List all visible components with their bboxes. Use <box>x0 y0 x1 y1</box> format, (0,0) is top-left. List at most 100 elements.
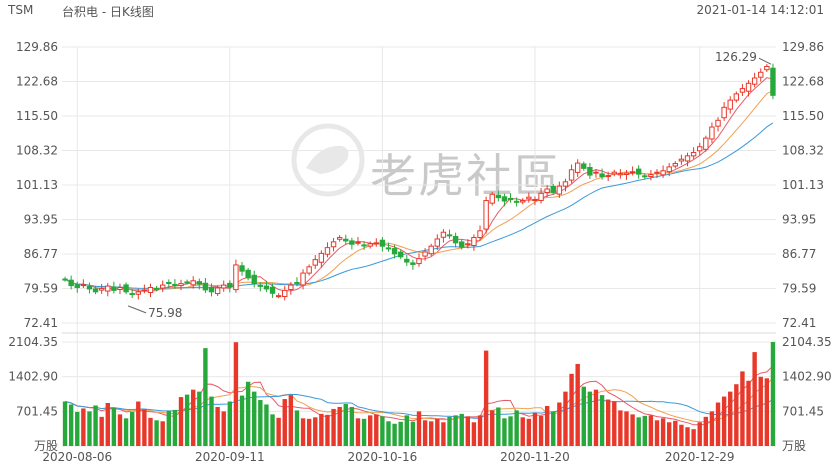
candle <box>513 197 520 207</box>
volume-bar <box>721 396 727 446</box>
candle <box>648 170 654 181</box>
candle <box>440 229 447 243</box>
candle <box>300 269 306 290</box>
volume-bar <box>258 400 263 446</box>
candle <box>135 288 141 300</box>
candle <box>703 135 709 152</box>
candle-body <box>214 287 221 295</box>
candle-body <box>495 194 502 199</box>
volume-bar <box>111 407 117 446</box>
volume-bars <box>62 342 776 446</box>
volume-bar <box>331 408 336 446</box>
candle <box>538 188 544 204</box>
candle-body <box>556 185 563 195</box>
volume-bar <box>276 417 281 446</box>
volume-bar <box>453 415 458 446</box>
candle-body <box>617 173 624 176</box>
volume-bar <box>544 405 550 446</box>
candle-body <box>282 289 288 298</box>
volume-bar <box>215 406 220 446</box>
volume-bar <box>520 417 525 446</box>
candle-body <box>428 245 434 255</box>
volume-bar <box>734 384 739 446</box>
candle <box>282 285 288 301</box>
candle-body <box>690 151 697 157</box>
candle-body <box>269 286 276 294</box>
candle <box>727 96 733 114</box>
candle <box>544 185 550 198</box>
candle <box>520 198 526 205</box>
candle-body <box>574 162 581 173</box>
candle-body <box>770 67 776 96</box>
candle-body <box>300 272 306 286</box>
candle-body <box>98 287 105 291</box>
candle <box>574 159 581 177</box>
volume-axis-right: 2104.35 1402.90 701.45 万股 <box>782 335 832 453</box>
candle-body <box>611 171 617 175</box>
volume-bar <box>551 411 556 446</box>
volume-bar <box>148 417 153 446</box>
volume-axis-left: 2104.35 1402.90 701.45 万股 <box>8 335 58 453</box>
candle <box>733 91 740 103</box>
candle <box>416 253 422 267</box>
candle-body <box>550 185 556 193</box>
candle <box>721 102 727 121</box>
candle-body <box>196 281 203 285</box>
candle-body <box>593 171 599 174</box>
candle <box>562 178 569 192</box>
volume-bar <box>68 404 74 446</box>
volume-bar <box>605 399 611 446</box>
candle-body <box>471 237 477 247</box>
candle-body <box>391 248 398 255</box>
candle <box>288 281 294 295</box>
volume-bar <box>648 415 654 446</box>
candle-body <box>343 238 349 242</box>
volume-bar <box>715 402 721 446</box>
candle-body <box>263 285 270 290</box>
candle-body <box>715 119 721 127</box>
volume-bar <box>398 421 403 446</box>
candle <box>623 170 630 180</box>
volume-bar <box>380 416 385 446</box>
volume-bar <box>752 352 757 446</box>
candle-body <box>526 196 532 200</box>
candle <box>629 166 636 176</box>
volume-bar <box>538 415 544 446</box>
price-tick-label: 122.68 <box>782 75 824 89</box>
volume-bar <box>532 412 538 446</box>
volume-bar <box>429 421 434 446</box>
candle <box>666 163 672 177</box>
volume-bar <box>270 414 275 446</box>
volume-bar <box>422 420 428 446</box>
candle-body <box>538 192 544 201</box>
price-tick-label: 122.68 <box>16 75 58 89</box>
candle <box>654 169 660 179</box>
price-annotations: 126.29 75.98 <box>127 50 772 320</box>
candle-body <box>123 284 129 293</box>
volume-bar <box>697 422 702 446</box>
candle-body <box>172 283 178 287</box>
candle <box>745 80 752 97</box>
candle-body <box>477 230 483 239</box>
volume-bar <box>618 410 623 446</box>
candle <box>758 68 764 82</box>
chart-title: 台积电 - 日K线图 <box>62 5 154 19</box>
volume-bar <box>557 402 562 446</box>
candle <box>111 281 117 294</box>
candle <box>141 284 148 294</box>
candle <box>697 142 703 156</box>
candle <box>495 190 502 202</box>
candle <box>166 279 172 288</box>
candle-body <box>227 282 233 288</box>
candle-body <box>489 193 495 204</box>
annotation-label: 126.29 <box>715 50 757 64</box>
candle-body <box>385 247 392 250</box>
volume-bar <box>770 342 776 446</box>
volume-bar <box>660 418 666 446</box>
candle-body <box>233 264 239 291</box>
volume-bar <box>624 411 629 446</box>
grid-lines <box>62 46 776 447</box>
candle-body <box>80 284 87 287</box>
candle-body <box>318 252 325 263</box>
